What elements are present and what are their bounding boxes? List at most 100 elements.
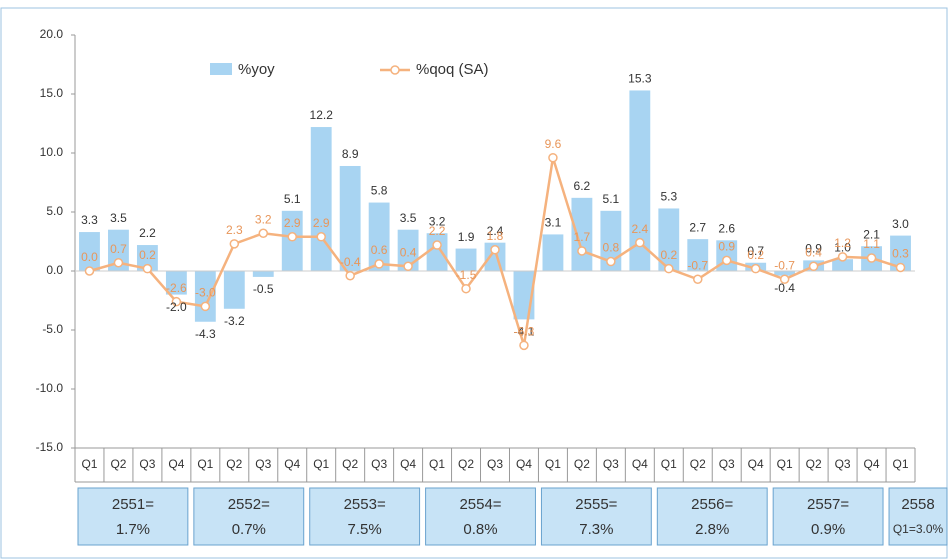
- data-label: 8.9: [342, 147, 359, 161]
- year-growth: 0.7%: [232, 521, 266, 538]
- x-tick-label: Q2: [458, 457, 474, 471]
- x-tick-label: Q2: [226, 457, 242, 471]
- page: {"chart_data": {"type": "bar_line", "cat…: [0, 0, 948, 560]
- data-label: 0.0: [81, 250, 98, 264]
- x-tick-label: Q3: [139, 457, 155, 471]
- year-label: 2551=: [112, 496, 154, 513]
- marker: [491, 246, 499, 254]
- data-label: -1.5: [456, 268, 477, 282]
- marker: [520, 341, 528, 349]
- x-tick-label: Q1: [313, 457, 329, 471]
- bar: [253, 271, 274, 277]
- data-label: 5.3: [660, 190, 677, 204]
- marker: [433, 241, 441, 249]
- data-label: 0.9: [718, 240, 735, 254]
- marker: [288, 233, 296, 241]
- year-growth: 7.3%: [579, 521, 613, 538]
- data-label: 1.2: [834, 236, 851, 250]
- marker: [404, 262, 412, 270]
- y-tick-label: 15.0: [40, 86, 64, 100]
- year-box: 2557=0.9%: [773, 488, 883, 545]
- x-tick-label: Q3: [719, 457, 735, 471]
- data-label: 2.2: [429, 224, 446, 238]
- marker: [636, 239, 644, 247]
- chart-border: [1, 8, 947, 558]
- marker: [317, 233, 325, 241]
- y-tick-label: 10.0: [40, 145, 64, 159]
- x-tick-label: Q4: [284, 457, 300, 471]
- x-tick-label: Q2: [574, 457, 590, 471]
- marker: [578, 247, 586, 255]
- data-label: 2.7: [689, 220, 706, 234]
- year-box: 2551= 1.7%: [78, 488, 188, 545]
- data-label: 3.1: [545, 216, 562, 230]
- y-tick-label: 20.0: [40, 27, 64, 41]
- data-label: 5.8: [371, 184, 388, 198]
- bar: [427, 233, 448, 271]
- marker: [85, 267, 93, 275]
- data-label: 2.2: [139, 226, 156, 240]
- y-tick-label: 5.0: [46, 204, 63, 218]
- x-tick-label: Q1: [429, 457, 445, 471]
- x-tick-label: Q3: [487, 457, 503, 471]
- y-tick-label: 0.0: [46, 263, 63, 277]
- x-tick-label: Q3: [371, 457, 387, 471]
- marker: [462, 285, 470, 293]
- marker: [752, 265, 760, 273]
- data-label: -0.4: [774, 281, 795, 295]
- data-label: 1.8: [487, 229, 504, 243]
- bar: [224, 271, 245, 309]
- data-label: 15.3: [628, 72, 652, 86]
- data-label: -3.2: [224, 314, 245, 328]
- year-label: 2558: [901, 496, 934, 513]
- data-label: -6.3: [514, 325, 535, 339]
- data-label: 12.2: [310, 108, 334, 122]
- legend-marker: [391, 66, 399, 74]
- data-label: 3.5: [400, 211, 417, 225]
- year-growth: 0.9%: [811, 521, 845, 538]
- x-tick-label: Q4: [864, 457, 880, 471]
- data-label: 0.6: [371, 243, 388, 257]
- data-label: 5.1: [284, 192, 301, 206]
- marker: [346, 272, 354, 280]
- legend-label: %qoq (SA): [416, 61, 489, 78]
- year-box: 2553=7.5%: [310, 488, 420, 545]
- x-tick-label: Q1: [545, 457, 561, 471]
- data-label: 1.9: [458, 230, 475, 244]
- data-label: -4.3: [195, 327, 216, 341]
- year-box: 2555= 7.3%: [541, 488, 651, 545]
- x-tick-label: Q2: [110, 457, 126, 471]
- data-label: 0.4: [400, 245, 417, 259]
- year-growth: 1.7%: [116, 521, 150, 538]
- data-label: 9.6: [545, 137, 562, 151]
- data-label: 0.2: [139, 248, 156, 262]
- year-label: 2556=: [691, 496, 733, 513]
- data-label: 0.7: [110, 242, 127, 256]
- y-tick-label: -5.0: [42, 322, 63, 336]
- legend-swatch: [210, 63, 232, 75]
- marker: [114, 259, 122, 267]
- data-label: -0.5: [253, 282, 274, 296]
- year-box: 2556=2.8%: [657, 488, 767, 545]
- marker: [375, 260, 383, 268]
- year-label: 2553=: [344, 496, 386, 513]
- year-growth: Q1=3.0%: [893, 522, 944, 536]
- x-tick-label: Q1: [81, 457, 97, 471]
- data-label: 0.4: [805, 245, 822, 259]
- marker: [143, 265, 151, 273]
- data-label: 2.9: [313, 216, 330, 230]
- y-tick-label: -10.0: [36, 381, 64, 395]
- marker: [868, 254, 876, 262]
- year-label: 2555=: [575, 496, 617, 513]
- data-label: -0.7: [687, 258, 708, 272]
- year-growth: 0.8%: [463, 521, 497, 538]
- data-label: -2.6: [166, 281, 187, 295]
- year-label: 2554=: [459, 496, 501, 513]
- y-tick-label: -15.0: [36, 440, 64, 454]
- x-tick-label: Q4: [400, 457, 416, 471]
- x-tick-label: Q1: [777, 457, 793, 471]
- x-tick-label: Q2: [690, 457, 706, 471]
- data-label: -3.0: [195, 286, 216, 300]
- data-label: 2.3: [226, 223, 243, 237]
- data-label: 0.3: [892, 247, 909, 261]
